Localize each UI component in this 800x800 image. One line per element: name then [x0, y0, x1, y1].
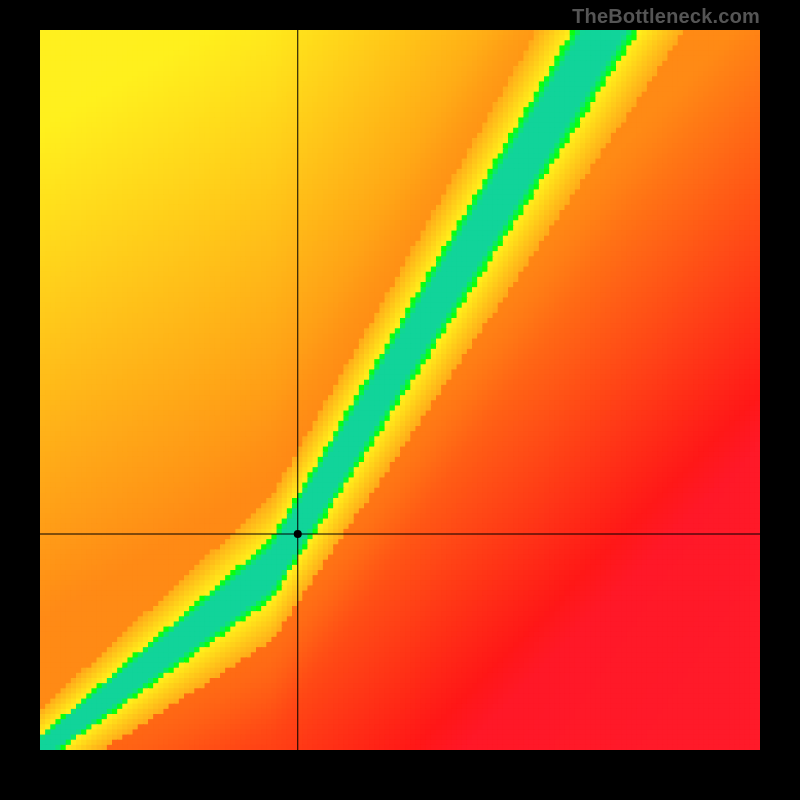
chart-container: TheBottleneck.com: [0, 0, 800, 800]
bottleneck-heatmap: [40, 30, 760, 750]
watermark-text: TheBottleneck.com: [572, 6, 760, 29]
